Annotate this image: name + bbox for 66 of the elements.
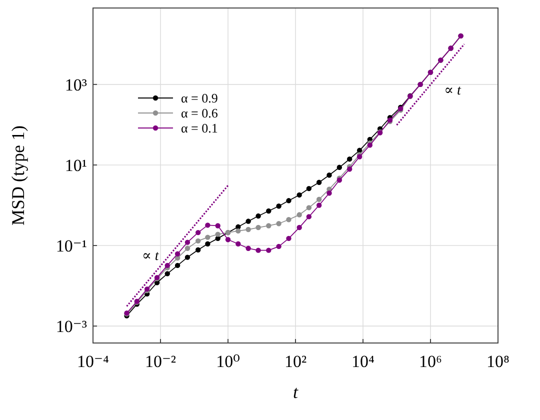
point xyxy=(215,223,220,228)
point xyxy=(215,232,220,237)
x-tick-label: 10⁻⁴ xyxy=(77,352,110,371)
point xyxy=(316,196,322,202)
point xyxy=(266,223,272,228)
annotation: ∝ t xyxy=(142,248,160,264)
point xyxy=(195,230,201,236)
point xyxy=(236,228,241,234)
point xyxy=(205,234,210,240)
point xyxy=(246,218,251,224)
y-tick-label: 10³ xyxy=(64,75,87,94)
point xyxy=(336,164,342,170)
point xyxy=(306,186,312,192)
point xyxy=(346,166,352,172)
point xyxy=(184,254,190,260)
point xyxy=(296,192,302,198)
point xyxy=(286,217,292,222)
x-tick-label: 10² xyxy=(284,352,307,371)
point xyxy=(164,262,170,268)
legend-label: α = 0.9 xyxy=(181,90,218,106)
point xyxy=(184,240,190,245)
point xyxy=(174,262,180,268)
point xyxy=(256,224,261,230)
point xyxy=(195,238,201,244)
point xyxy=(266,248,272,253)
point xyxy=(256,248,261,253)
point xyxy=(367,142,372,148)
point xyxy=(164,271,170,276)
x-axis-title: t xyxy=(292,382,299,402)
point xyxy=(306,214,312,220)
legend-label: α = 0.6 xyxy=(181,106,218,120)
point xyxy=(296,224,302,230)
y-tick-label: 10⁻³ xyxy=(56,317,87,336)
point xyxy=(184,246,190,251)
x-tick-label: 10⁰ xyxy=(216,352,240,371)
point xyxy=(316,202,322,208)
point xyxy=(236,241,241,246)
point xyxy=(195,247,201,252)
point xyxy=(346,156,352,162)
point xyxy=(266,208,272,214)
x-tick-label: 10⁴ xyxy=(352,352,375,371)
x-tick-label: 10⁸ xyxy=(486,352,510,371)
legend-label: α = 0.1 xyxy=(181,120,218,136)
point xyxy=(205,222,210,228)
y-tick-label: 10⁻¹ xyxy=(56,236,87,256)
point xyxy=(296,212,302,218)
point xyxy=(225,237,231,242)
x-tick-label: 10⁻² xyxy=(144,352,176,371)
y-tick-label: 10¹ xyxy=(64,156,87,175)
point xyxy=(276,221,282,226)
point xyxy=(246,226,251,232)
point xyxy=(276,244,282,250)
point xyxy=(286,198,292,204)
x-tick-label: 10⁶ xyxy=(419,352,442,371)
point xyxy=(316,180,322,185)
point xyxy=(286,236,292,242)
point xyxy=(276,204,282,209)
point xyxy=(246,246,251,251)
y-axis-title: MSD (type 1) xyxy=(8,126,28,226)
point xyxy=(205,241,210,246)
annotation: ∝ t xyxy=(444,84,462,99)
point xyxy=(174,251,180,256)
point xyxy=(256,213,261,219)
point xyxy=(306,205,312,210)
point xyxy=(326,190,332,196)
point xyxy=(326,172,332,178)
